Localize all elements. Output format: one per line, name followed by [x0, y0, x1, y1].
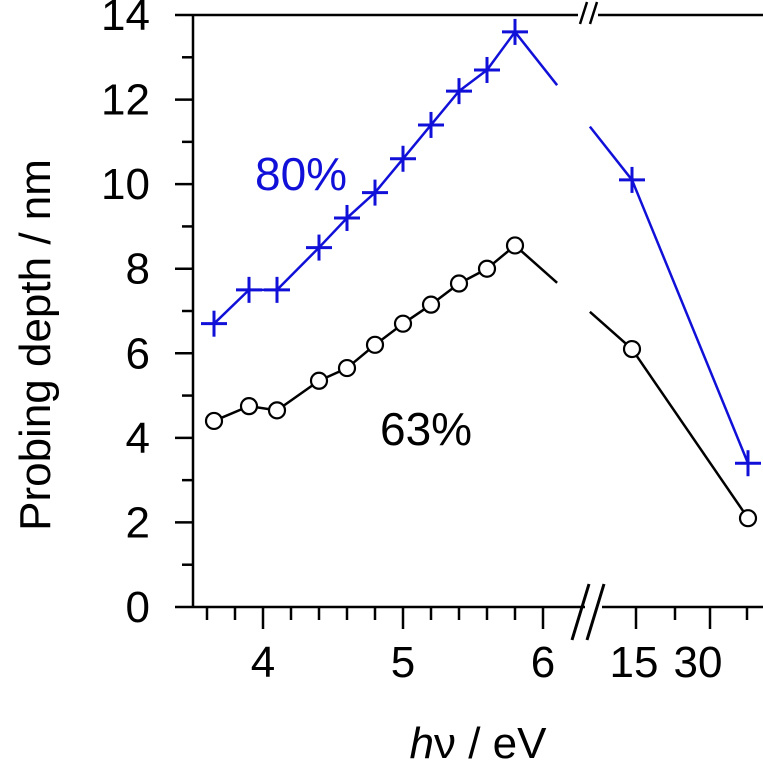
y-tick-label: 2 [126, 498, 150, 547]
y-tick-label: 6 [126, 329, 150, 378]
data-point-plus [619, 166, 645, 193]
data-point-circle [477, 259, 497, 278]
x-tick-label: 15 [610, 638, 659, 687]
data-point-circle [309, 371, 329, 390]
data-point-circle [738, 509, 758, 528]
data-point-plus [446, 78, 472, 105]
x-tick-label: 30 [674, 638, 723, 687]
data-point-circle [622, 339, 642, 359]
data-point-plus [264, 276, 290, 303]
data-point-circle [337, 358, 357, 378]
series-layer [201, 18, 761, 528]
data-point-circle [239, 397, 259, 416]
top-break-gap [578, 4, 598, 24]
y-tick-label: 4 [126, 414, 150, 463]
top-break-mark [588, 1, 599, 25]
series-line-segment [430, 90, 460, 126]
data-point-circle [505, 236, 525, 255]
series-line-segment [374, 157, 404, 194]
series-label-63: 63% [380, 403, 472, 455]
x-axis-break-mark [585, 583, 606, 641]
data-point-plus [236, 276, 262, 303]
data-point-circle [393, 314, 413, 333]
series-line-segment [588, 125, 633, 181]
series-line-segment [402, 124, 432, 160]
series-line-segment [630, 179, 750, 464]
data-point-plus [502, 18, 528, 45]
data-point-plus [362, 179, 388, 206]
y-tick-label: 8 [126, 245, 150, 294]
data-point-plus [306, 234, 332, 261]
series-line-segment [346, 191, 376, 219]
data-point-circle [449, 274, 469, 293]
data-point-plus [201, 310, 227, 337]
y-tick-label: 12 [101, 76, 150, 125]
series-line-segment [213, 288, 250, 325]
data-point-circle [267, 401, 287, 420]
x-tick-label: 4 [251, 638, 275, 687]
x-tick-label: 5 [391, 638, 415, 687]
series-line-segment [589, 310, 633, 350]
data-point-circle [365, 335, 385, 354]
data-point-circle [204, 411, 224, 431]
data-point-plus [390, 145, 416, 172]
series-line-segment [514, 244, 558, 284]
y-tick-label: 14 [101, 0, 150, 40]
series-line-segment [318, 217, 348, 249]
series-line-segment [485, 31, 517, 71]
x-axis-title-italic: h [410, 719, 434, 760]
series-line-segment [630, 348, 750, 519]
top-break-mark [578, 1, 589, 25]
data-point-plus [735, 450, 761, 477]
axes: 0 2 4 6 8 10 12 14 4 5 6 15 30 [101, 0, 763, 687]
data-point-plus [334, 204, 360, 231]
series-line-segment [458, 68, 488, 93]
data-point-plus [474, 56, 500, 83]
x-axis-title: hν / eV [410, 719, 548, 760]
series-line-segment [514, 31, 559, 86]
y-tick-label: 10 [101, 160, 150, 209]
y-tick-label: 0 [126, 583, 150, 632]
x-axis-title-rest: ν / eV [434, 719, 547, 760]
data-point-plus [418, 111, 444, 138]
x-axis-break-mark [570, 583, 591, 641]
series-label-80: 80% [255, 148, 347, 200]
series-line-segment [276, 246, 320, 291]
data-point-circle [421, 295, 441, 314]
y-axis-title: Probing depth / nm [11, 159, 60, 531]
x-tick-label: 6 [531, 638, 555, 687]
